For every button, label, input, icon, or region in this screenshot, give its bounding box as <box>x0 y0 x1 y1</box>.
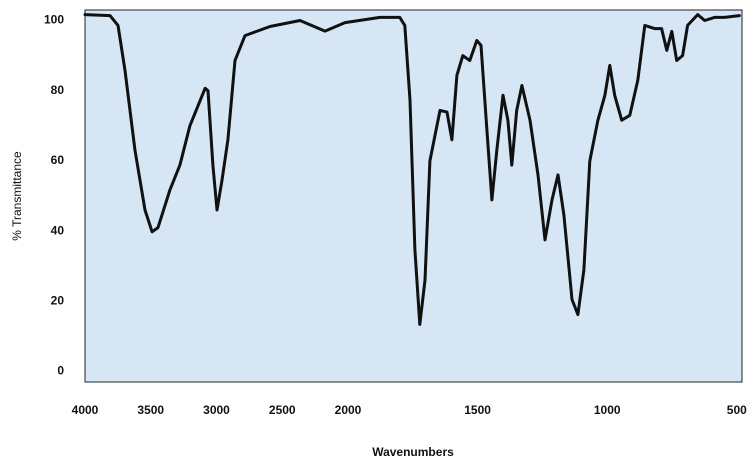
x-tick-label: 3000 <box>203 403 230 417</box>
spectrum-line <box>83 13 741 326</box>
x-tick-label: 2500 <box>269 403 296 417</box>
y-tick-label: 100 <box>44 13 64 27</box>
x-tick-label: 3500 <box>137 403 164 417</box>
x-tick-label: 1000 <box>594 403 621 417</box>
y-tick-label: 20 <box>51 293 65 307</box>
y-tick-label: 0 <box>57 364 64 378</box>
y-tick-label: 40 <box>51 223 65 237</box>
x-tick-label: 4000 <box>72 403 99 417</box>
x-tick-label: 2000 <box>335 403 362 417</box>
y-tick-label: 80 <box>51 83 65 97</box>
y-tick-label: 60 <box>51 153 65 167</box>
x-tick-label: 1500 <box>464 403 491 417</box>
y-axis-title: % Transmittance <box>10 151 24 241</box>
x-tick-label: 500 <box>727 403 747 417</box>
x-axis-title: Wavenumbers <box>372 445 454 459</box>
